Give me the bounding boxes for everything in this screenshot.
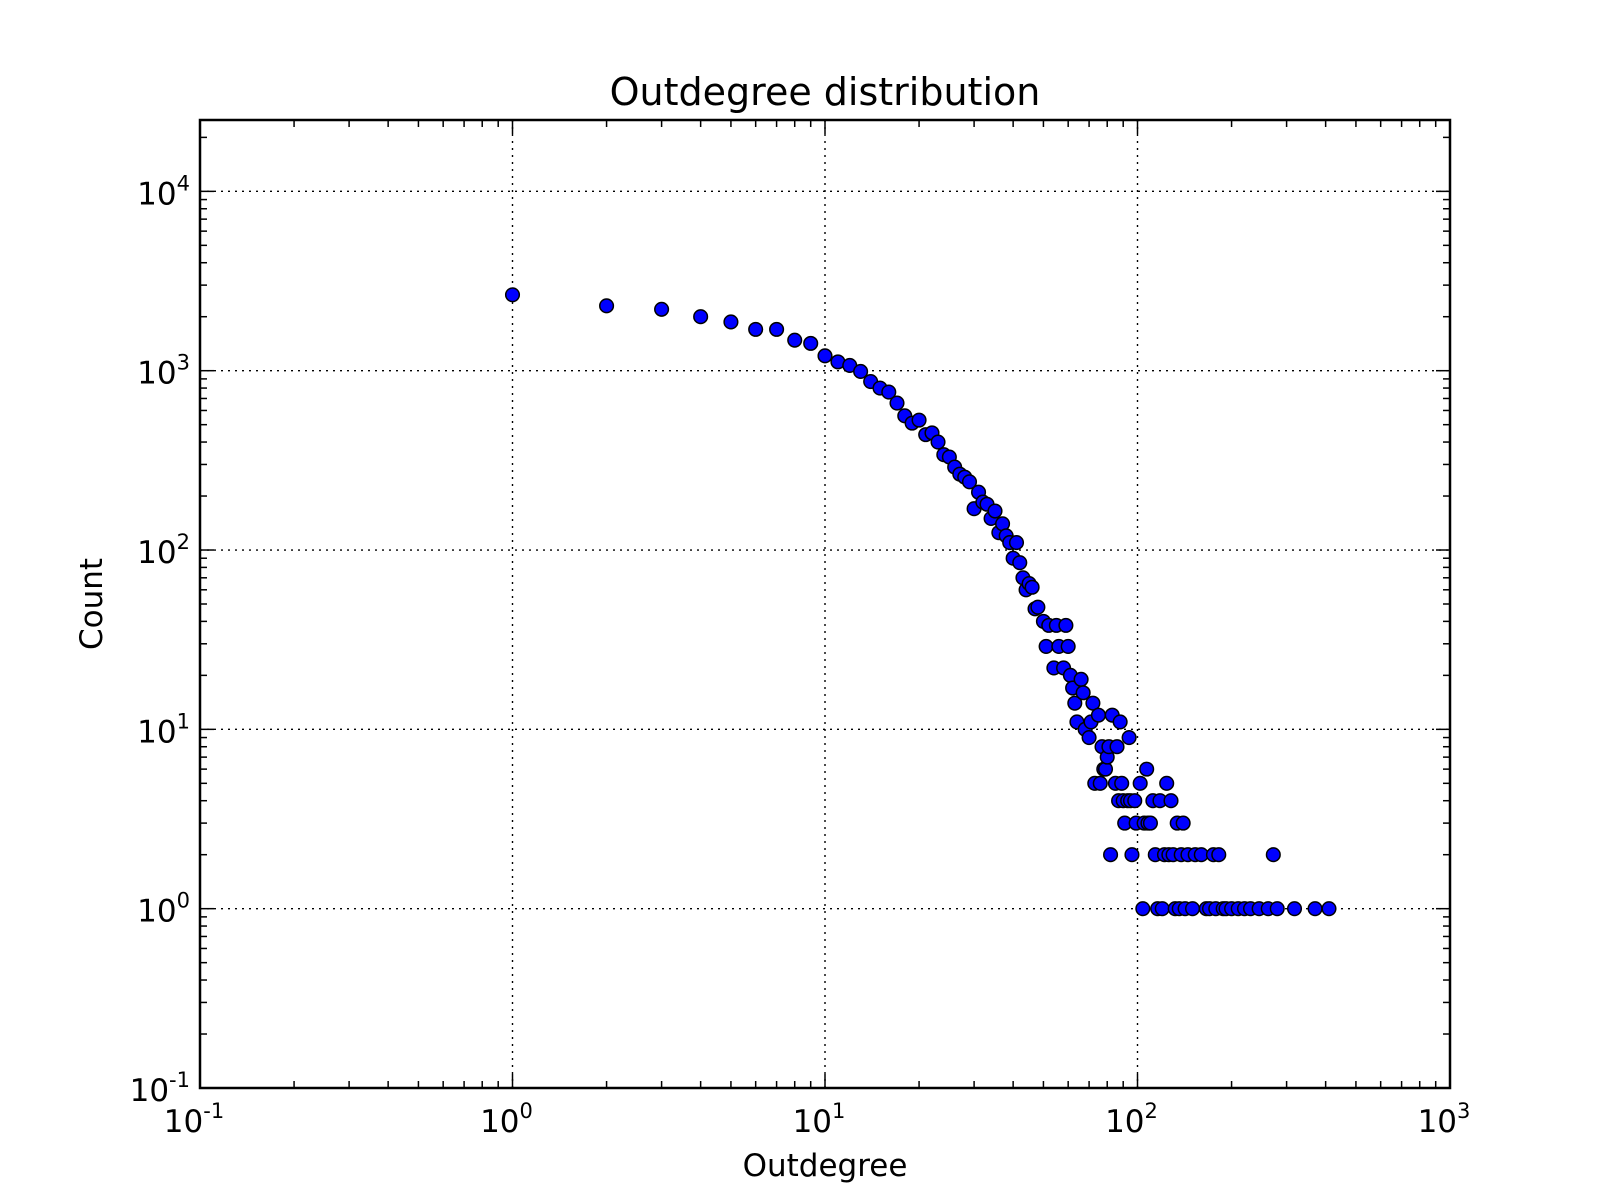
data-point <box>1139 761 1155 777</box>
x-tick-label: 102 <box>1105 1099 1158 1140</box>
data-point <box>1075 685 1091 701</box>
data-point <box>930 434 946 450</box>
data-point <box>1307 901 1323 917</box>
data-point <box>1112 714 1128 730</box>
data-point <box>1024 579 1040 595</box>
data-point <box>889 395 905 411</box>
data-point <box>1159 775 1175 791</box>
x-axis-label: Outdegree <box>743 1148 908 1184</box>
y-tick-label: 104 <box>137 171 190 212</box>
data-point <box>1103 847 1119 863</box>
data-point <box>1121 730 1137 746</box>
x-tick-label: 103 <box>1418 1099 1471 1140</box>
data-point <box>881 384 897 400</box>
data-point <box>1109 739 1125 755</box>
data-point <box>1092 775 1108 791</box>
data-point <box>1114 775 1130 791</box>
y-axis-label: Count <box>74 558 110 650</box>
data-point <box>853 363 869 380</box>
data-point <box>1012 555 1028 571</box>
data-point <box>1038 638 1054 654</box>
data-point <box>1154 901 1170 917</box>
data-point <box>1211 847 1227 863</box>
data-points <box>504 287 1337 917</box>
data-point <box>1142 815 1158 831</box>
x-tick-label: 100 <box>480 1099 533 1140</box>
y-tick-label: 103 <box>137 351 190 392</box>
data-point <box>1085 695 1101 711</box>
data-point <box>1060 638 1076 654</box>
data-point <box>1184 901 1201 917</box>
data-point <box>723 314 739 330</box>
data-point <box>748 321 764 337</box>
y-tick-label: 101 <box>137 709 190 750</box>
data-point <box>817 348 833 364</box>
data-point <box>1058 617 1074 633</box>
chart-title: Outdegree distribution <box>610 70 1041 114</box>
data-point <box>1124 847 1140 863</box>
y-tick-label: 10-1 <box>130 1068 190 1109</box>
data-point <box>1073 671 1089 687</box>
data-point <box>1127 793 1143 809</box>
tick-labels: 10-1 100 101 102 103 10-1 100 101 102 103 104 <box>130 171 1471 1140</box>
data-point <box>599 298 615 314</box>
data-point <box>987 503 1003 519</box>
data-point <box>693 309 709 325</box>
data-point <box>1286 901 1303 917</box>
data-point <box>1265 847 1281 863</box>
data-point <box>1163 793 1179 809</box>
data-point <box>1321 901 1337 917</box>
data-point <box>1269 901 1285 917</box>
data-point <box>1067 695 1083 711</box>
data-point <box>1030 599 1046 615</box>
x-tick-label: 10-1 <box>164 1099 224 1140</box>
data-point <box>1090 707 1107 723</box>
data-point <box>1132 775 1148 791</box>
y-tick-label: 100 <box>137 889 190 930</box>
data-point <box>803 335 819 351</box>
data-point <box>504 287 521 303</box>
plot-frame <box>198 118 1452 1090</box>
y-tick-label: 102 <box>137 530 190 571</box>
data-point <box>911 412 927 428</box>
data-point <box>1008 535 1025 551</box>
data-point <box>1175 815 1191 831</box>
data-point <box>1081 730 1097 746</box>
data-point <box>1135 901 1151 917</box>
x-tick-label: 101 <box>793 1099 846 1140</box>
data-point <box>787 332 803 348</box>
grid-lines <box>200 120 1450 1088</box>
data-point <box>654 301 670 317</box>
data-point <box>769 321 785 337</box>
data-point <box>961 474 978 490</box>
